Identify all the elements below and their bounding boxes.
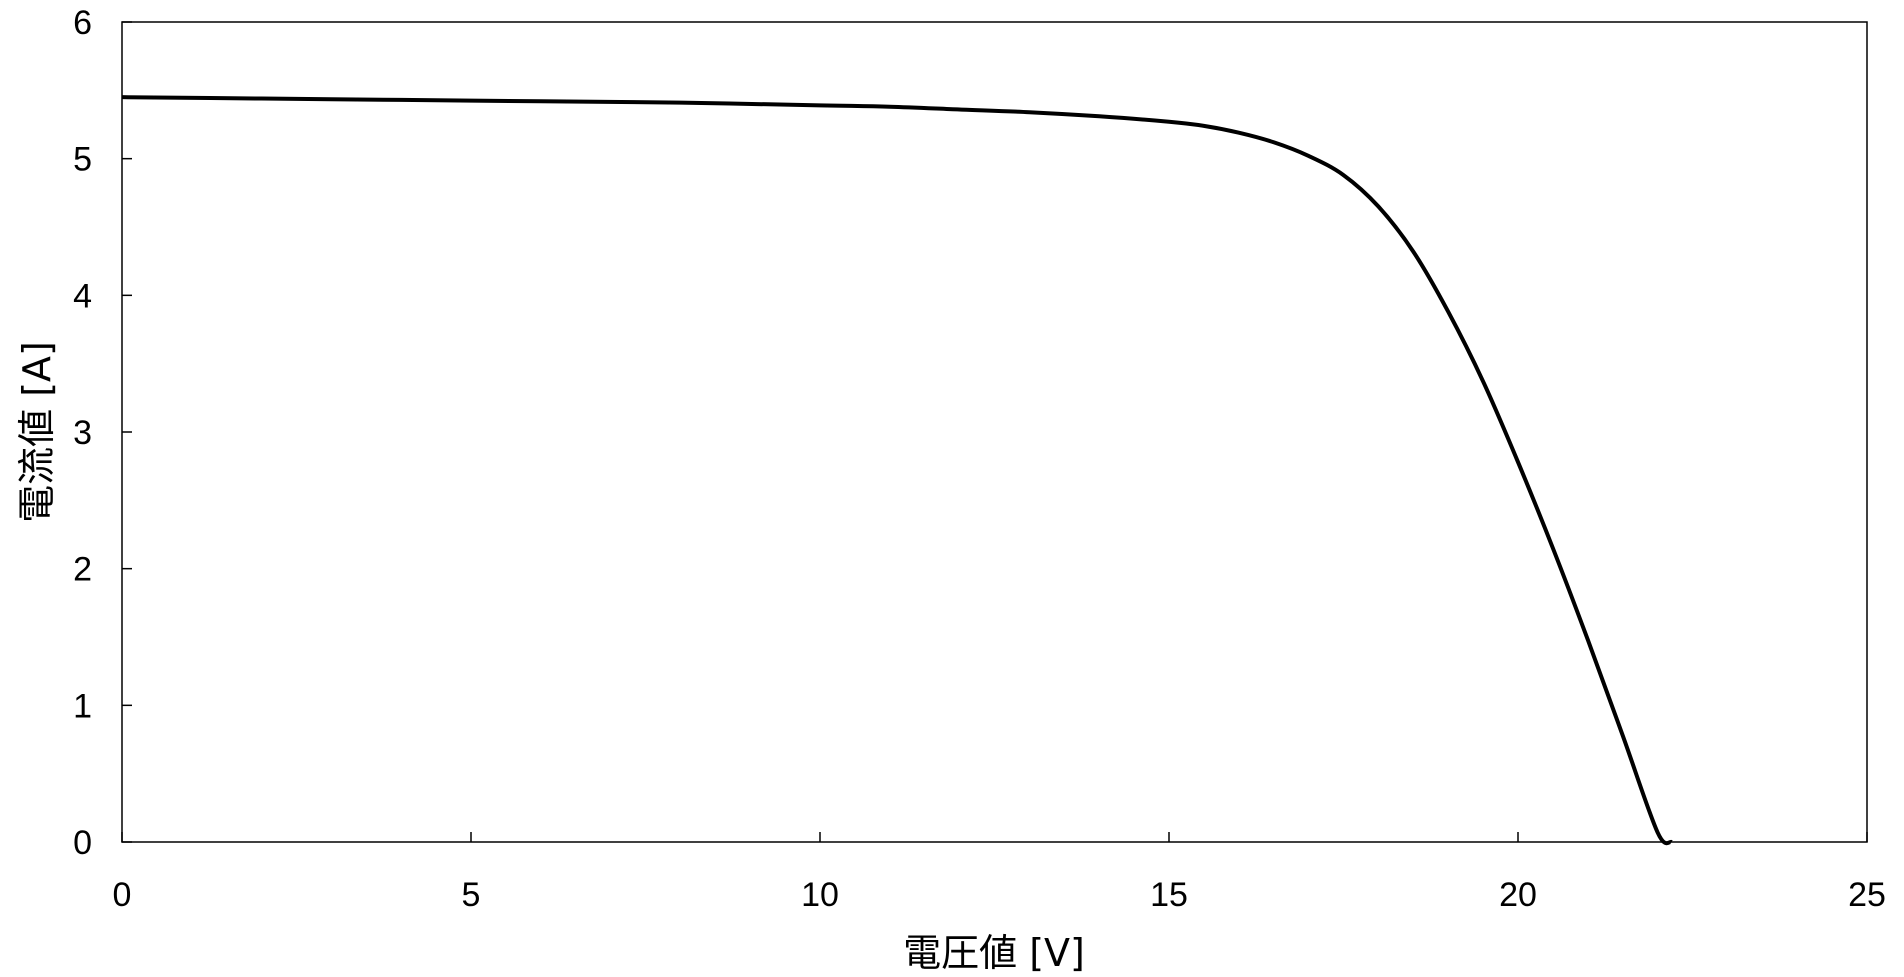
y-tick-label: 4 [73, 277, 92, 315]
y-tick-label: 1 [73, 687, 92, 725]
x-axis-ticks: 0 5 10 15 20 25 [113, 832, 1886, 914]
x-tick-label: 25 [1848, 876, 1886, 914]
y-tick-label: 0 [73, 824, 92, 862]
y-tick-label: 3 [73, 414, 92, 452]
iv-curve-line [121, 95, 1673, 846]
x-tick-label: 20 [1499, 876, 1537, 914]
y-tick-label: 6 [73, 4, 92, 42]
y-tick-label: 2 [73, 551, 92, 589]
series-layer [121, 95, 1673, 846]
x-tick-label: 10 [801, 876, 839, 914]
x-tick-label: 5 [462, 876, 481, 914]
y-tick-label: 5 [73, 141, 92, 179]
x-tick-label: 0 [113, 876, 132, 914]
x-tick-label: 15 [1150, 876, 1188, 914]
y-axis-ticks: 0 1 2 3 4 5 6 [73, 4, 132, 862]
y-axis-title: 電流値 [A] [15, 341, 59, 523]
x-axis-title: 電圧値 [V] [903, 931, 1085, 975]
